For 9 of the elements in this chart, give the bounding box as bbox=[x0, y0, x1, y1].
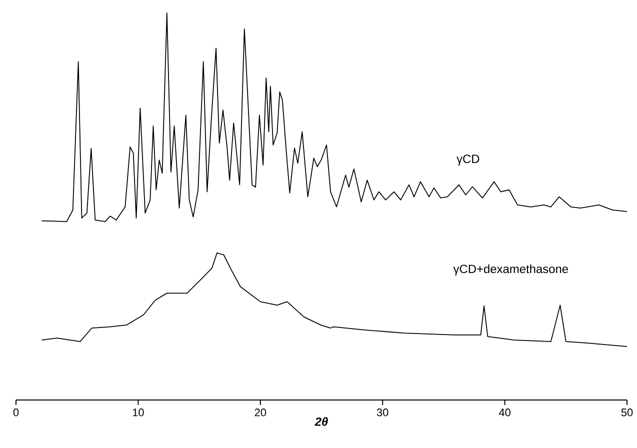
text: γCD+dexamethasone bbox=[453, 264, 568, 276]
x-tick-label: 20 bbox=[254, 408, 266, 416]
x-tick-label: 10 bbox=[132, 408, 144, 416]
x-axis-title: 2θ bbox=[314, 417, 328, 426]
x-tick-label: 40 bbox=[498, 408, 510, 416]
x-tick-label: 0 bbox=[13, 408, 19, 416]
series-label: γCD bbox=[456, 154, 480, 166]
x-tick-label: 30 bbox=[376, 408, 388, 416]
x-tick-label: 50 bbox=[621, 408, 633, 416]
